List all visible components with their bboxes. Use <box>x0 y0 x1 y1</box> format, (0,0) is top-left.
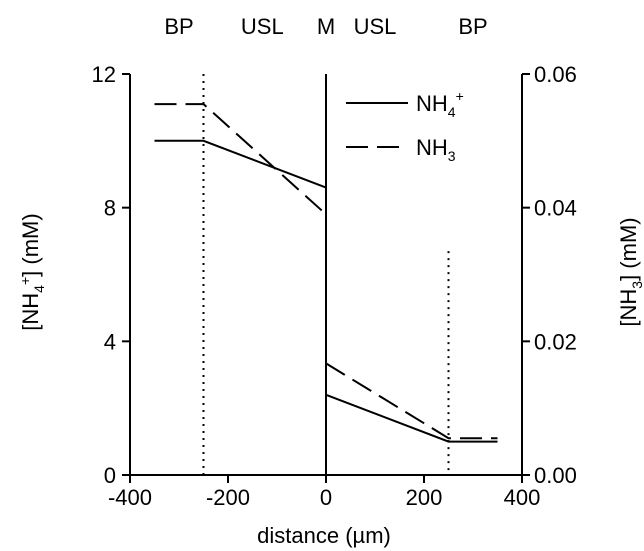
y-left-tick-label: 0 <box>104 463 116 488</box>
y-left-tick-label: 4 <box>104 329 116 354</box>
y-right-tick-label: 0.02 <box>534 329 577 354</box>
y-left-tick-label: 8 <box>104 196 116 221</box>
y-right-tick-label: 0.06 <box>534 62 577 87</box>
x-tick-label: 0 <box>320 485 332 510</box>
series-line-nh3 <box>154 103 327 216</box>
region-label: BP <box>164 14 193 39</box>
y-right-tick-label: 0.00 <box>534 463 577 488</box>
region-boundaries <box>202 74 450 475</box>
series-lines <box>154 103 498 443</box>
y-axis-title-right: [NH3] (mM) <box>616 217 644 326</box>
axes: -400 -200 0 200 400 0 4 8 12 0.00 0.02 0.04 0.06 <box>92 62 577 510</box>
x-tick-label: -400 <box>108 485 152 510</box>
series-line-nh4plus <box>154 139 327 189</box>
x-axis-title: distance (µm) <box>257 523 391 548</box>
x-tick-label: -200 <box>206 485 250 510</box>
x-tick-label: 200 <box>406 485 443 510</box>
region-label: M <box>317 14 335 39</box>
region-label: USL <box>354 14 397 39</box>
legend-label: NH4+ <box>416 88 464 120</box>
y-left-tick-label: 12 <box>92 62 116 87</box>
series-line-nh4plus <box>325 393 498 443</box>
legend-label: NH3 <box>416 135 456 164</box>
series-line-nh3 <box>325 362 498 440</box>
y-axis-title-left: [NH4+] (mM) <box>17 213 47 330</box>
legend: NH4+ NH3 <box>346 88 464 164</box>
region-label: BP <box>458 14 487 39</box>
region-labels: BP USL M USL BP <box>164 14 487 39</box>
y-right-tick-label: 0.04 <box>534 196 577 221</box>
x-tick-label: 400 <box>504 485 541 510</box>
region-label: USL <box>241 14 284 39</box>
